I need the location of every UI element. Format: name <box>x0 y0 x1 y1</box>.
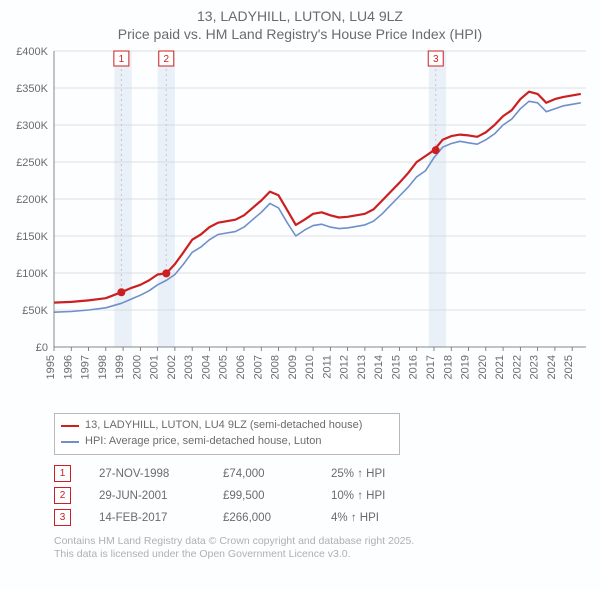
transaction-delta: 10% ↑ HPI <box>331 490 385 502</box>
transaction-delta: 25% ↑ HPI <box>331 468 385 480</box>
transaction-price: £266,000 <box>223 512 303 524</box>
legend-row-1: 13, LADYHILL, LUTON, LU4 9LZ (semi-detac… <box>61 418 393 434</box>
svg-text:£350K: £350K <box>16 83 48 95</box>
svg-text:2002: 2002 <box>166 355 178 379</box>
chart-svg: £0 £50K £100K £150K £200K £250K £300K £350K £400… <box>10 47 590 407</box>
table-row: 2 29-JUN-2001 £99,500 10% ↑ HPI <box>54 485 590 507</box>
svg-text:2008: 2008 <box>270 355 282 379</box>
svg-text:2000: 2000 <box>131 355 143 379</box>
svg-text:2006: 2006 <box>235 355 247 379</box>
svg-text:2021: 2021 <box>494 355 506 379</box>
svg-text:2012: 2012 <box>339 355 351 379</box>
title-block: 13, LADYHILL, LUTON, LU4 9LZ Price paid … <box>10 8 590 43</box>
svg-text:2019: 2019 <box>460 355 472 379</box>
svg-text:1999: 1999 <box>114 355 126 379</box>
svg-text:2024: 2024 <box>546 355 558 379</box>
svg-text:1995: 1995 <box>45 355 57 379</box>
svg-text:2023: 2023 <box>529 355 541 379</box>
legend-swatch-1 <box>61 425 79 427</box>
transactions-table: 1 27-NOV-1998 £74,000 25% ↑ HPI 2 29-JUN… <box>54 463 590 529</box>
transaction-marker-box: 2 <box>54 487 71 504</box>
table-row: 3 14-FEB-2017 £266,000 4% ↑ HPI <box>54 507 590 529</box>
page-root: 13, LADYHILL, LUTON, LU4 9LZ Price paid … <box>0 0 600 590</box>
legend-label-2: HPI: Average price, semi-detached house,… <box>85 434 321 450</box>
svg-text:£400K: £400K <box>16 47 48 58</box>
svg-text:2004: 2004 <box>200 355 212 379</box>
title-line-2: Price paid vs. HM Land Registry's House … <box>10 26 590 44</box>
chart: £0 £50K £100K £150K £200K £250K £300K £350K £400… <box>10 47 590 407</box>
svg-text:1: 1 <box>119 54 125 65</box>
svg-text:2025: 2025 <box>563 355 575 379</box>
svg-text:2010: 2010 <box>304 355 316 379</box>
transaction-delta: 4% ↑ HPI <box>331 512 379 524</box>
svg-text:£100K: £100K <box>16 268 48 280</box>
svg-text:2022: 2022 <box>511 355 523 379</box>
transaction-date: 27-NOV-1998 <box>99 468 195 480</box>
svg-text:1997: 1997 <box>80 355 92 379</box>
svg-text:3: 3 <box>433 54 439 65</box>
attribution-line-2: This data is licensed under the Open Gov… <box>54 548 590 561</box>
svg-text:1998: 1998 <box>97 355 109 379</box>
svg-text:£0: £0 <box>36 342 48 354</box>
svg-text:2007: 2007 <box>252 355 264 379</box>
svg-text:£250K: £250K <box>16 157 48 169</box>
svg-text:2015: 2015 <box>390 355 402 379</box>
legend-label-1: 13, LADYHILL, LUTON, LU4 9LZ (semi-detac… <box>85 418 362 434</box>
svg-text:£300K: £300K <box>16 120 48 132</box>
svg-text:1996: 1996 <box>62 355 74 379</box>
table-row: 1 27-NOV-1998 £74,000 25% ↑ HPI <box>54 463 590 485</box>
svg-text:2: 2 <box>163 54 169 65</box>
svg-text:2017: 2017 <box>425 355 437 379</box>
svg-text:2001: 2001 <box>149 355 161 379</box>
svg-text:2013: 2013 <box>356 355 368 379</box>
attribution-line-1: Contains HM Land Registry data © Crown c… <box>54 535 590 548</box>
transaction-price: £74,000 <box>223 468 303 480</box>
svg-text:2020: 2020 <box>477 355 489 379</box>
svg-text:£200K: £200K <box>16 194 48 206</box>
title-line-1: 13, LADYHILL, LUTON, LU4 9LZ <box>10 8 590 26</box>
transaction-price: £99,500 <box>223 490 303 502</box>
transaction-marker-box: 1 <box>54 465 71 482</box>
legend-row-2: HPI: Average price, semi-detached house,… <box>61 434 393 450</box>
svg-text:2009: 2009 <box>287 355 299 379</box>
svg-text:2011: 2011 <box>321 355 333 379</box>
svg-text:£150K: £150K <box>16 231 48 243</box>
svg-text:2018: 2018 <box>442 355 454 379</box>
transaction-marker-box: 3 <box>54 509 71 526</box>
svg-text:2014: 2014 <box>373 355 385 379</box>
legend-swatch-2 <box>61 441 79 443</box>
attribution: Contains HM Land Registry data © Crown c… <box>54 535 590 561</box>
svg-text:2005: 2005 <box>218 355 230 379</box>
svg-text:2003: 2003 <box>183 355 195 379</box>
transaction-date: 14-FEB-2017 <box>99 512 195 524</box>
svg-text:£50K: £50K <box>22 305 48 317</box>
legend: 13, LADYHILL, LUTON, LU4 9LZ (semi-detac… <box>54 413 400 455</box>
transaction-date: 29-JUN-2001 <box>99 490 195 502</box>
svg-text:2016: 2016 <box>408 355 420 379</box>
